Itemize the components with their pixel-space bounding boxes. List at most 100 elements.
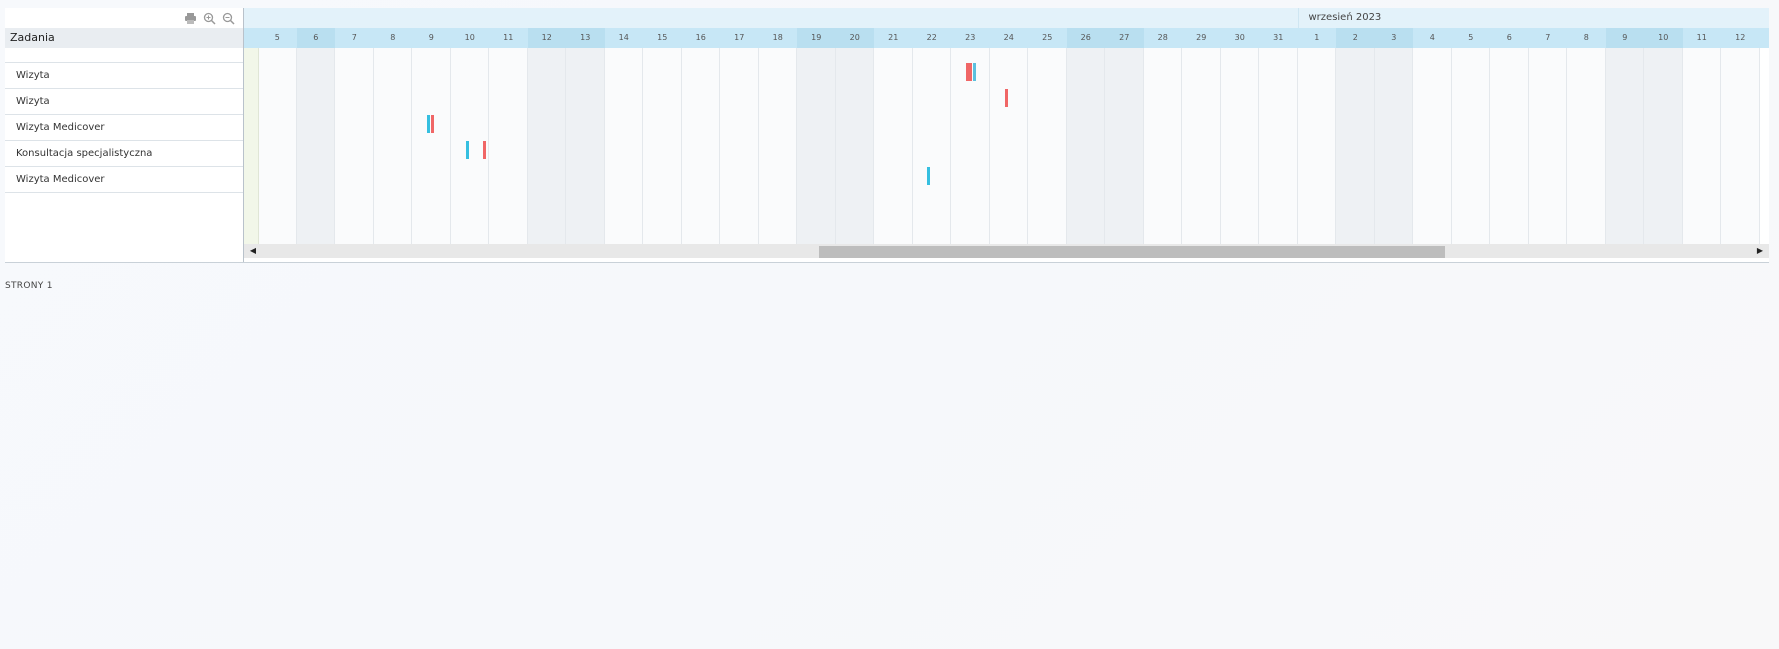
day-column — [1721, 48, 1760, 244]
timeline-grid — [244, 48, 1769, 244]
day-column — [1374, 48, 1413, 244]
day-column — [1644, 48, 1683, 244]
day-label: 28 — [1157, 33, 1168, 42]
day-column — [989, 48, 1028, 244]
task-bar[interactable] — [972, 63, 976, 81]
day-column — [258, 48, 297, 244]
day-row: 5 6 7 8 9 10 11 12 13 14 15 16 17 18 19 20 21 22 23 24 25 26 2… — [244, 28, 1769, 48]
day-label: 14 — [618, 33, 629, 42]
day-label: 1 — [1314, 33, 1320, 42]
task-bar[interactable] — [426, 115, 430, 133]
day-label: 26 — [1066, 28, 1105, 48]
day-column — [1528, 48, 1567, 244]
day-column — [835, 48, 874, 244]
day-label: 16 — [695, 33, 706, 42]
day-label: 19 — [797, 28, 836, 48]
day-label: 9 — [428, 33, 434, 42]
task-panel: Zadania Wizyta Wizyta Wizyta Medicover Kons… — [5, 8, 244, 262]
day-column — [527, 48, 566, 244]
pages-label: STRONY 1 — [5, 281, 53, 291]
day-column — [296, 48, 335, 244]
horizontal-scrollbar[interactable]: ◀ ▶ — [244, 244, 1769, 258]
day-label: 27 — [1105, 28, 1144, 48]
scroll-right-arrow[interactable]: ▶ — [1756, 246, 1764, 255]
task-bar[interactable] — [431, 115, 435, 133]
day-column — [1605, 48, 1644, 244]
day-column — [412, 48, 451, 244]
task-bar[interactable] — [965, 63, 969, 81]
day-label: 18 — [772, 33, 783, 42]
day-label: 22 — [926, 33, 937, 42]
day-column — [758, 48, 797, 244]
task-list: Wizyta Wizyta Wizyta Medicover Konsultacja … — [5, 63, 243, 193]
day-label: 7 — [1545, 33, 1551, 42]
day-label: 10 — [464, 33, 475, 42]
day-label: 23 — [965, 33, 976, 42]
task-row[interactable]: Wizyta — [5, 89, 243, 115]
day-label: 29 — [1196, 33, 1207, 42]
day-label: 12 — [527, 28, 566, 48]
scroll-thumb[interactable] — [819, 246, 1446, 258]
today-strip — [244, 48, 259, 244]
day-label: 2 — [1336, 28, 1375, 48]
day-column — [681, 48, 720, 244]
zoom-out-icon[interactable] — [222, 12, 235, 25]
task-bar[interactable] — [483, 141, 487, 159]
divider — [5, 262, 1769, 263]
day-column — [1297, 48, 1336, 244]
day-label: 5 — [1468, 33, 1474, 42]
zoom-in-icon[interactable] — [203, 12, 216, 25]
day-column — [1066, 48, 1105, 244]
day-label: 20 — [835, 28, 874, 48]
day-label: 15 — [657, 33, 668, 42]
day-label: 7 — [351, 33, 357, 42]
day-label: 6 — [296, 28, 335, 48]
day-column — [720, 48, 759, 244]
day-label: 21 — [888, 33, 899, 42]
day-column — [874, 48, 913, 244]
day-label: 11 — [1696, 33, 1707, 42]
day-column — [373, 48, 412, 244]
print-icon[interactable] — [184, 12, 197, 25]
task-bar[interactable] — [465, 141, 469, 159]
task-header: Zadania — [5, 28, 243, 48]
task-row[interactable]: Konsultacja specjalistyczna — [5, 141, 243, 167]
day-label: 17 — [734, 33, 745, 42]
scroll-left-arrow[interactable]: ◀ — [249, 246, 257, 255]
day-column — [1259, 48, 1298, 244]
day-label: 4 — [1429, 33, 1435, 42]
day-column — [643, 48, 682, 244]
day-label: 31 — [1273, 33, 1284, 42]
day-column — [1413, 48, 1452, 244]
day-column — [335, 48, 374, 244]
toolbar — [184, 12, 235, 26]
day-column — [1028, 48, 1067, 244]
gantt-chart: Zadania Wizyta Wizyta Wizyta Medicover Kons… — [5, 8, 1769, 262]
task-row[interactable]: Wizyta Medicover — [5, 167, 243, 193]
day-label: 25 — [1042, 33, 1053, 42]
day-label: 9 — [1605, 28, 1644, 48]
day-column — [1682, 48, 1721, 244]
timeline: wrzesień 2023 5 6 7 8 9 10 11 12 13 14 15 16 17 18 19 2… — [244, 8, 1769, 262]
day-label: 8 — [390, 33, 396, 42]
day-label: 8 — [1583, 33, 1589, 42]
day-label: 6 — [1506, 33, 1512, 42]
divider — [5, 62, 243, 63]
month-label: wrzesień 2023 — [1297, 8, 1381, 28]
task-row[interactable]: Wizyta Medicover — [5, 115, 243, 141]
day-column — [1567, 48, 1606, 244]
day-column — [489, 48, 528, 244]
task-bar[interactable] — [1004, 89, 1008, 107]
day-column — [604, 48, 643, 244]
month-row: wrzesień 2023 — [244, 8, 1769, 28]
day-label: 10 — [1644, 28, 1683, 48]
day-column — [566, 48, 605, 244]
task-bar[interactable] — [927, 167, 931, 185]
day-label: 12 — [1735, 33, 1746, 42]
day-label: 30 — [1234, 33, 1245, 42]
day-column — [1336, 48, 1375, 244]
task-bar[interactable] — [969, 63, 973, 81]
day-column — [1220, 48, 1259, 244]
day-column — [1105, 48, 1144, 244]
task-row[interactable]: Wizyta — [5, 63, 243, 89]
